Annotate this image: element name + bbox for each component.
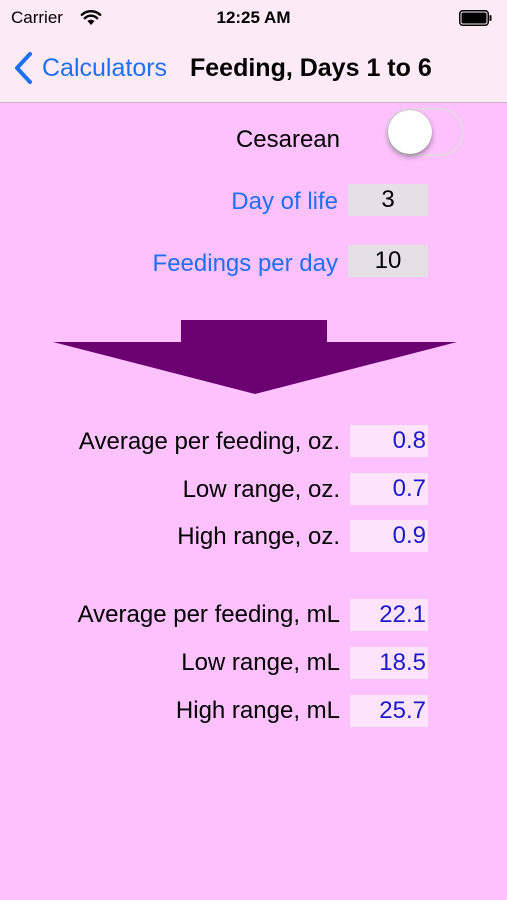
chevron-left-icon bbox=[15, 52, 32, 84]
high-ml-value: 25.7 bbox=[350, 695, 428, 727]
page-title: Feeding, Days 1 to 6 bbox=[190, 54, 432, 82]
high-ml-label: High range, mL bbox=[175, 697, 340, 724]
navigation-bar: Calculators Feeding, Days 1 to 6 bbox=[0, 38, 507, 102]
average-ml-label: Average per feeding, mL bbox=[77, 601, 340, 628]
average-ml-value: 22.1 bbox=[350, 599, 428, 631]
low-oz-label: Low range, oz. bbox=[182, 476, 340, 503]
day-of-life-label[interactable]: Day of life bbox=[231, 188, 338, 215]
cesarean-toggle[interactable] bbox=[386, 108, 464, 156]
status-time: 12:25 AM bbox=[216, 8, 291, 27]
high-oz-label: High range, oz. bbox=[177, 523, 340, 550]
feedings-per-day-input[interactable] bbox=[348, 245, 428, 277]
low-ml-value: 18.5 bbox=[350, 647, 428, 679]
low-ml-label: Low range, mL bbox=[181, 649, 340, 676]
down-arrow-icon bbox=[53, 320, 457, 394]
day-of-life-input[interactable] bbox=[348, 184, 428, 216]
average-oz-label: Average per feeding, oz. bbox=[78, 428, 340, 455]
carrier-label: Carrier bbox=[11, 8, 63, 27]
back-button[interactable]: Calculators bbox=[12, 50, 167, 86]
low-oz-value: 0.7 bbox=[350, 473, 428, 505]
toggle-knob bbox=[388, 110, 432, 154]
high-oz-value: 0.9 bbox=[350, 520, 428, 552]
feedings-per-day-label[interactable]: Feedings per day bbox=[152, 250, 338, 277]
status-bar: Carrier 12:25 AM bbox=[0, 0, 507, 36]
top-bar: Carrier 12:25 AM Calculators Feeding, Da… bbox=[0, 0, 507, 103]
average-oz-value: 0.8 bbox=[350, 425, 428, 457]
wifi-icon bbox=[80, 10, 102, 25]
battery-icon bbox=[459, 10, 492, 26]
back-button-label: Calculators bbox=[42, 53, 168, 82]
cesarean-label: Cesarean bbox=[235, 126, 340, 153]
